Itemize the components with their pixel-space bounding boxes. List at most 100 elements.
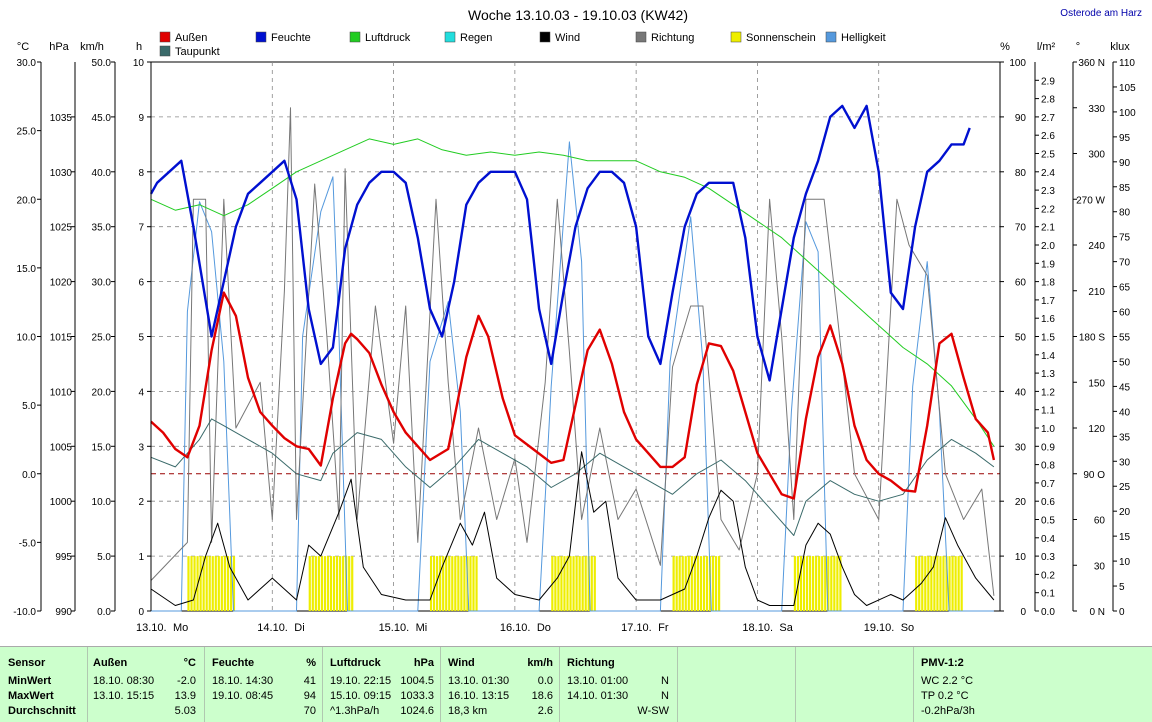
axis-tick-label-press: 1000 bbox=[50, 497, 73, 508]
sunshine-bar bbox=[472, 556, 475, 611]
sunshine-bar bbox=[915, 556, 918, 611]
axis-tick-label-press: 1015 bbox=[50, 333, 73, 344]
feuchte-avg-value: 70 bbox=[303, 705, 316, 717]
legend: Außen Taupunkt Feuchte Luftdruck Regen Wind Ri… bbox=[159, 31, 886, 58]
axis-tick-label-wind: 30.0 bbox=[92, 278, 112, 289]
x-tick-date: 13.10. bbox=[136, 622, 167, 634]
feuchte-unit: % bbox=[306, 657, 316, 669]
sunshine-bar bbox=[554, 556, 557, 611]
legend-swatch bbox=[730, 31, 742, 43]
axis-tick-label-lux: 10 bbox=[1119, 557, 1131, 568]
sunshine-bar bbox=[226, 556, 230, 611]
feuchte-header: Feuchte bbox=[212, 657, 255, 669]
axis-tick-label-press: 1035 bbox=[50, 113, 73, 124]
x-tick-day: Sa bbox=[779, 622, 793, 634]
sunshine-bar bbox=[190, 556, 193, 611]
axis-tick-label-rain: 0.0 bbox=[1041, 607, 1055, 618]
sunshine-bar bbox=[936, 556, 939, 611]
sunshine-bar bbox=[457, 556, 460, 611]
sunshine-bar bbox=[821, 556, 824, 611]
axis-tick-label-rain: 2.6 bbox=[1041, 131, 1055, 142]
sunshine-bar bbox=[948, 556, 951, 611]
axis-tick-label-rain: 2.4 bbox=[1041, 168, 1055, 179]
axis-tick-label-lux: 110 bbox=[1119, 58, 1135, 69]
legend-label: Luftdruck bbox=[365, 32, 411, 44]
sunshine-bar bbox=[229, 556, 233, 611]
sunshine-bar bbox=[572, 556, 575, 611]
series-line-luftdruck bbox=[150, 138, 995, 447]
sunshine-bar bbox=[460, 556, 463, 611]
axis-tick-label-dir: 210 bbox=[1088, 287, 1105, 298]
sunshine-bar bbox=[714, 556, 718, 611]
sunshine-bar bbox=[202, 556, 205, 611]
axis-tick-label-rain: 0.5 bbox=[1041, 516, 1055, 527]
axis-tick-label-hum: 80 bbox=[1015, 168, 1027, 179]
sunshine-bar bbox=[329, 556, 333, 611]
aussen-max-time: 13.10. 15:15 bbox=[93, 690, 155, 702]
axis-tick-label-rain: 1.3 bbox=[1041, 369, 1055, 380]
x-tick-date: 17.10. bbox=[621, 622, 652, 634]
sunshine-bar bbox=[808, 556, 812, 611]
axis-tick-label-sun: 8 bbox=[138, 168, 144, 179]
axis-tick-label-hum: 10 bbox=[1015, 552, 1027, 563]
sunshine-bar bbox=[566, 556, 569, 611]
axis-tick-label-lux: 100 bbox=[1119, 108, 1136, 119]
sunshine-bar bbox=[687, 556, 690, 611]
axis-tick-label-lux: 95 bbox=[1119, 133, 1131, 144]
sunshine-bar bbox=[311, 556, 314, 611]
x-tick-day: So bbox=[901, 622, 914, 634]
sunshine-bar bbox=[711, 556, 715, 611]
axis-tick-label-dir: 240 bbox=[1088, 241, 1105, 252]
axis-tick-label-rain: 1.8 bbox=[1041, 278, 1055, 289]
sunshine-bar bbox=[593, 556, 596, 611]
sunshine-bar bbox=[699, 556, 703, 611]
sunshine-bar bbox=[578, 556, 581, 611]
series-line-helligkeit bbox=[151, 141, 994, 612]
axis-tick-label-press: 990 bbox=[55, 607, 72, 618]
luftdruck-avg-value: 1024.6 bbox=[400, 705, 434, 717]
sunshine-bar bbox=[563, 556, 566, 611]
axis-tick-label-lux: 65 bbox=[1119, 283, 1131, 294]
axis-tick-label-lux: 40 bbox=[1119, 407, 1131, 418]
axis-tick-label-sun: 1 bbox=[138, 552, 144, 563]
sunshine-bar bbox=[690, 556, 693, 611]
station-name[interactable]: Osterode am Harz bbox=[1060, 8, 1142, 19]
axis-tick-label-press: 1010 bbox=[50, 387, 73, 398]
minwert-label: MinWert bbox=[8, 675, 52, 687]
x-tick-day: Di bbox=[294, 622, 304, 634]
axis-tick-label-temp: 0.0 bbox=[22, 470, 36, 481]
axis-tick-label-hum: 30 bbox=[1015, 442, 1027, 453]
axis-tick-label-rain: 0.9 bbox=[1041, 442, 1055, 453]
axis-tick-label-lux: 35 bbox=[1119, 432, 1131, 443]
axis-tick-label-sun: 6 bbox=[138, 278, 144, 289]
axis-tick-label-rain: 0.4 bbox=[1041, 534, 1055, 545]
axis-tick-label-temp: 15.0 bbox=[17, 264, 37, 275]
luftdruck-unit: hPa bbox=[413, 657, 434, 669]
legend-label: Sonnenschein bbox=[746, 32, 816, 44]
pmv-trend: -0.2hPa/3h bbox=[921, 705, 975, 717]
axis-tick-label-dir: 150 bbox=[1088, 378, 1105, 389]
axis-tick-label-rain: 2.7 bbox=[1041, 113, 1055, 124]
sunshine-bar bbox=[314, 556, 317, 611]
wind-min-time: 13.10. 01:30 bbox=[448, 675, 510, 687]
x-tick-day: Mi bbox=[416, 622, 428, 634]
axis-tick-label-lux: 0 bbox=[1119, 607, 1125, 618]
axis-tick-label-rain: 0.3 bbox=[1041, 552, 1055, 563]
wind-max-time: 16.10. 13:15 bbox=[448, 690, 510, 702]
sunshine-bar bbox=[930, 556, 933, 611]
pmv-header: PMV-1:2 bbox=[921, 657, 964, 669]
axis-tick-label-wind: 15.0 bbox=[92, 442, 112, 453]
sunshine-bar bbox=[918, 556, 921, 611]
richtung-min-value: N bbox=[661, 675, 669, 687]
axis-tick-label-rain: 2.8 bbox=[1041, 95, 1055, 106]
axis-tick-label-temp: 5.0 bbox=[22, 401, 36, 412]
pmv-wc: WC 2.2 °C bbox=[921, 675, 974, 687]
sunshine-bar bbox=[945, 556, 948, 611]
sunshine-bar bbox=[812, 556, 815, 611]
axis-tick-label-wind: 35.0 bbox=[92, 223, 112, 234]
sunshine-bar bbox=[232, 556, 236, 611]
axis-tick-label-hum: 100 bbox=[1009, 58, 1026, 69]
axis-tick-label-sun: 5 bbox=[138, 333, 144, 344]
x-axis-labels: 13.10. Mo 14.10. Di 15.10. Mi 16.10. Do 17.10. Fr… bbox=[136, 622, 914, 634]
col-pmv: PMV-1:2 WC 2.2 °C TP 0.2 °C -0.2hPa/3h bbox=[914, 647, 1152, 722]
